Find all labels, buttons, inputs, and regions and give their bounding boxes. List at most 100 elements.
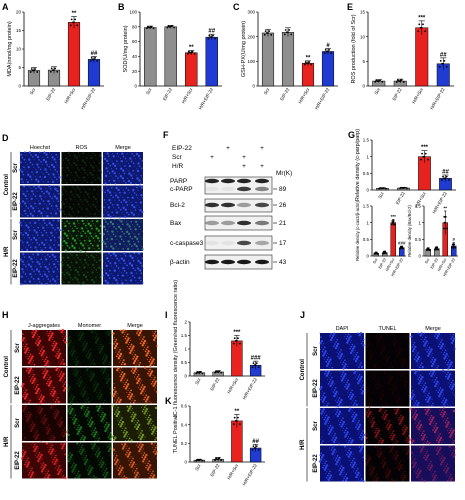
cell-signal [82,176,86,179]
cell-signal [77,426,79,429]
data-point [400,186,402,189]
cell-signal [379,344,381,346]
cell-signal [31,355,34,358]
cell-signal [117,188,120,192]
cell-signal [118,155,120,157]
data-point [96,59,99,62]
cell-signal [452,455,455,459]
cell-signal [125,279,127,282]
cell-signal [130,456,132,457]
cell-signal [411,441,414,444]
cell-signal [36,260,39,264]
cell-signal [376,387,379,390]
cell-signal [48,435,50,437]
cell-signal [116,412,120,416]
cell-signal [113,399,115,401]
micrograph [103,185,143,218]
cell-signal [399,416,401,419]
cell-signal [110,336,111,338]
cell-signal [51,404,54,407]
cell-signal [440,411,443,414]
cell-signal [331,446,334,449]
cell-signal [335,463,338,466]
cell-signal [48,338,51,341]
cell-signal [424,448,426,450]
cell-signal [137,333,141,337]
cell-signal [124,423,126,425]
cell-signal [128,433,130,435]
cell-signal [75,242,78,245]
row-label: Scr [15,343,21,353]
cell-signal [54,161,57,164]
cell-signal [432,379,433,381]
cell-signal [329,358,332,361]
cell-signal [106,362,108,364]
cell-signal [353,411,356,414]
cell-signal [111,257,113,259]
cell-signal [425,393,427,394]
cell-signal [120,279,122,281]
cell-signal [42,376,46,379]
cell-signal [428,392,430,395]
data-point [442,227,445,230]
data-point [29,71,32,73]
cell-signal [55,283,58,285]
cell-signal [76,227,79,230]
cell-signal [107,436,110,438]
cell-signal [413,457,416,460]
cell-signal [147,466,151,469]
cell-signal [89,329,92,332]
cell-signal [320,392,322,394]
cell-signal [100,157,103,160]
cell-signal [72,167,74,169]
cell-signal [340,361,342,363]
cell-signal [390,384,392,386]
cell-signal [70,400,73,403]
cell-signal [99,251,102,254]
cell-signal [23,343,25,345]
cell-signal [32,360,34,362]
x-tick-label: EIP-22 [162,87,173,102]
cell-signal [148,370,150,373]
cell-signal [349,433,351,435]
x-tick-label: H/R+EIP-22 [242,463,259,487]
cell-signal [350,395,353,398]
cell-signal [33,166,35,168]
cell-signal [98,341,100,343]
micrograph [20,219,60,251]
cell-signal [323,468,327,471]
cell-signal [99,225,102,227]
cell-signal [414,415,418,419]
cell-signal [139,438,142,441]
cell-signal [140,272,143,275]
cell-signal [38,237,40,239]
cell-signal [103,206,105,209]
cell-signal [79,206,81,208]
cell-signal [57,463,59,465]
cell-signal [98,463,101,466]
cell-signal [146,359,148,361]
cell-signal [123,336,124,337]
cell-signal [131,153,133,155]
cell-signal [34,437,38,441]
cell-signal [130,402,132,404]
cell-signal [45,171,48,174]
cell-signal [89,359,91,361]
cell-signal [92,186,94,188]
cell-signal [390,434,393,437]
cell-signal [50,231,53,234]
cell-signal [86,406,89,409]
cell-signal [71,186,74,189]
cell-signal [114,216,116,218]
cell-signal [126,445,128,447]
cell-signal [105,418,107,420]
cell-signal [96,255,97,256]
cell-signal [91,227,93,230]
cell-signal [337,465,339,467]
cell-signal [32,193,35,195]
cell-signal [362,384,365,386]
cell-signal [359,384,361,386]
cell-signal [65,181,68,184]
cell-signal [106,281,109,284]
cell-signal [451,385,454,388]
